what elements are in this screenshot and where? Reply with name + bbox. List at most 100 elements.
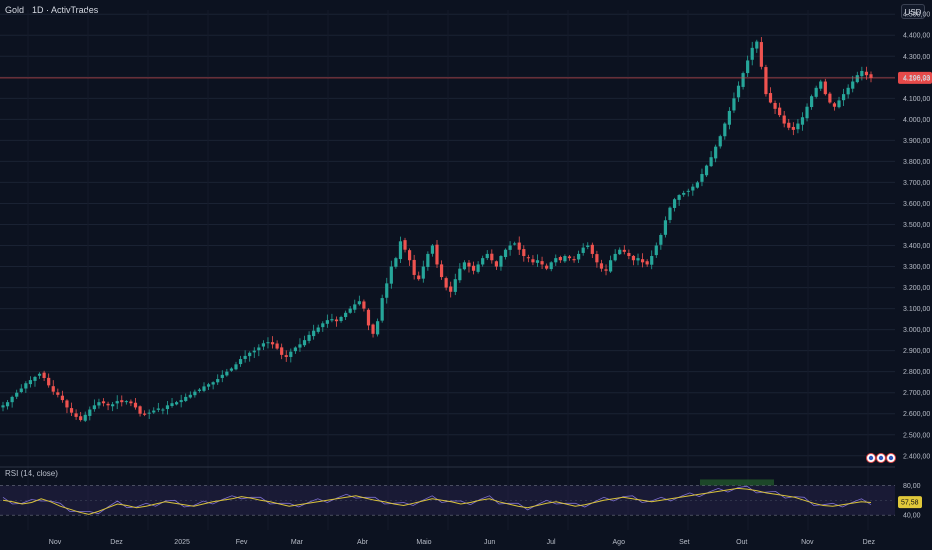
currency-button[interactable]: USD [901, 4, 925, 19]
candle-body [330, 319, 334, 321]
candle-body [312, 330, 316, 337]
candle-body [526, 257, 530, 259]
candle-body [718, 136, 722, 147]
candle-body [289, 351, 293, 357]
candle-body [37, 373, 42, 376]
flag-icons[interactable] [866, 452, 896, 464]
candle-body [860, 70, 864, 77]
candle-body [133, 402, 138, 408]
rsi-title: RSI (14, close) [5, 469, 58, 478]
candle-body [732, 98, 736, 111]
candle-body [554, 258, 558, 263]
candle-body [270, 342, 275, 345]
candle-body [631, 255, 636, 261]
x-tick-label: 2025 [174, 539, 190, 546]
y-tick-label: 2.700,00 [903, 390, 930, 397]
candle-body [700, 174, 704, 182]
candle-body [627, 253, 631, 257]
candle-body [650, 256, 654, 265]
candle-body [668, 207, 672, 220]
y-tick-label: 3.400,00 [903, 243, 930, 250]
y-tick-label: 4.000,00 [903, 117, 930, 124]
candle-body [316, 327, 320, 332]
y-tick-label: 3.000,00 [903, 327, 930, 334]
y-tick-label: 3.900,00 [903, 138, 930, 145]
candle-body [69, 408, 74, 413]
candle-body [864, 71, 869, 76]
candle-body [800, 117, 805, 125]
y-tick-label: 3.500,00 [903, 222, 930, 229]
candle-body [490, 253, 494, 261]
candle-body [106, 403, 110, 406]
candle-body [595, 254, 599, 263]
candle-body [56, 392, 60, 395]
candle-body [339, 317, 343, 322]
candle-body [403, 240, 407, 250]
x-tick-label: Jul [547, 539, 556, 546]
candle-body [129, 401, 133, 404]
x-tick-label: Set [679, 539, 690, 546]
candle-body [165, 405, 170, 410]
candle-body [275, 343, 279, 349]
rsi-value-label: 57,58 [901, 500, 919, 507]
candle-body [819, 81, 823, 89]
candle-body [636, 258, 640, 261]
candle-body [494, 261, 498, 267]
candle-body [193, 391, 197, 396]
candle-body [513, 243, 517, 245]
candle-body [97, 402, 101, 406]
x-axis: Nov Dez 2025 Fev Mar Abr Maio Jun Jul Ago Set Out No… [49, 539, 876, 546]
candle-body [88, 409, 92, 416]
candle-body [663, 220, 668, 235]
candle-body [841, 94, 846, 101]
candle-body [609, 260, 613, 272]
candle-body [371, 324, 375, 334]
candle-body [604, 269, 608, 271]
candle-body [24, 383, 28, 389]
candle-body [47, 377, 51, 386]
candle-body [453, 279, 457, 292]
candle-body [682, 192, 686, 195]
candle-body [120, 400, 124, 403]
candle-body [462, 262, 467, 270]
x-tick-label: Ago [613, 539, 626, 546]
candle-body [517, 242, 521, 250]
y-tick-label: 2.600,00 [903, 411, 930, 418]
candle-body [344, 312, 348, 318]
candle-body [238, 359, 243, 365]
x-tick-label: Dez [110, 539, 123, 546]
candle-body [796, 123, 800, 130]
candle-body [855, 75, 859, 83]
candle-body [28, 380, 33, 385]
candle-body [147, 412, 151, 414]
candle-body [654, 245, 658, 256]
candle-body [755, 41, 759, 49]
candle-body [101, 401, 106, 404]
candle-body [832, 103, 837, 107]
candle-body [567, 256, 572, 259]
candle-body [421, 266, 425, 279]
candle-body [92, 405, 96, 410]
candle-body [225, 371, 229, 376]
y-tick-label: 3.700,00 [903, 180, 930, 187]
candle-body [773, 102, 777, 109]
candle-body [307, 334, 311, 341]
candle-body [704, 165, 709, 176]
candle-body [152, 410, 156, 413]
candle-body [353, 304, 357, 310]
y-tick-label: 3.600,00 [903, 201, 930, 208]
candle-body [366, 309, 371, 326]
candle-body [435, 244, 439, 265]
candle-body [248, 352, 252, 357]
candle-body [202, 386, 206, 391]
y-tick-label: 3.200,00 [903, 285, 930, 292]
candle-body [211, 382, 215, 385]
candle-body [325, 320, 329, 324]
candle-body [385, 283, 389, 298]
candle-body [376, 321, 380, 335]
candle-body [175, 402, 179, 405]
candle-body [778, 107, 782, 116]
candle-body [846, 87, 850, 95]
rsi-ma-line [2, 487, 872, 515]
candle-body [188, 394, 192, 398]
